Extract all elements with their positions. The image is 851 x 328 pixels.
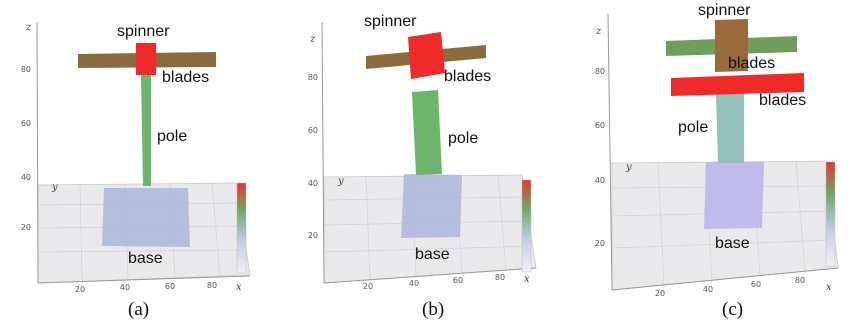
- z-axis: [321, 21, 325, 284]
- spinner: [408, 32, 445, 79]
- x-tick: 20: [363, 282, 373, 291]
- x-axis: [323, 267, 537, 284]
- label-blades-top: blades: [728, 55, 776, 72]
- panel-a: 20 40 60 80 20 40 60 80 z x y spinner bl…: [0, 0, 280, 328]
- caption-b: (b): [422, 299, 445, 320]
- z-axis-label: z: [25, 22, 32, 33]
- x-axis-label: x: [524, 274, 530, 285]
- z-axis: [607, 13, 613, 291]
- label-blades-bottom: blades: [759, 92, 807, 109]
- panel-c: 20 40 60 80 20 40 60 80 z x y spinner bl…: [570, 0, 851, 328]
- x-tick: 40: [409, 279, 419, 288]
- label-base: base: [715, 235, 750, 252]
- label-blades: blades: [162, 69, 210, 86]
- spinner: [136, 43, 156, 75]
- z-tick: 60: [308, 126, 318, 135]
- z-tick: 20: [595, 239, 605, 248]
- x-tick: 80: [495, 273, 505, 282]
- z-tick: 80: [308, 73, 318, 82]
- z-axis: [36, 21, 39, 284]
- y-axis-label: y: [51, 182, 58, 193]
- z-tick: 80: [21, 65, 31, 74]
- z-tick: 60: [595, 121, 605, 130]
- base-block: [102, 188, 190, 247]
- label-base: base: [415, 246, 450, 263]
- y-axis-label: y: [337, 176, 344, 187]
- caption-c: (c): [722, 299, 744, 320]
- label-blades: blades: [444, 68, 492, 85]
- x-tick: 60: [453, 276, 463, 285]
- x-axis-label: x: [826, 282, 832, 293]
- label-pole: pole: [678, 119, 709, 136]
- pole: [141, 74, 151, 186]
- x-axis: [37, 275, 251, 284]
- z-axis-label: z: [309, 34, 316, 45]
- x-tick: 80: [795, 276, 805, 285]
- label-pole: pole: [448, 130, 479, 147]
- y-axis-label: y: [625, 162, 632, 173]
- z-tick: 40: [595, 176, 605, 185]
- z-tick: 40: [21, 173, 31, 182]
- z-axis-label: z: [595, 26, 602, 37]
- panel-c-plot: 20 40 60 80 20 40 60 80 z x y: [595, 13, 839, 298]
- base-block: [704, 162, 764, 229]
- z-tick: 80: [595, 67, 605, 76]
- x-axis: [611, 267, 839, 291]
- label-spinner: spinner: [698, 2, 751, 19]
- z-tick: 60: [21, 119, 31, 128]
- panel-b: 20 40 60 80 20 40 60 80 z x y spinner bl…: [284, 0, 566, 328]
- label-spinner: spinner: [117, 23, 170, 40]
- color-bar: [825, 161, 836, 267]
- pole: [716, 93, 744, 163]
- z-tick: 20: [21, 223, 31, 232]
- z-tick: 20: [308, 231, 318, 240]
- x-tick: 60: [751, 280, 761, 289]
- color-bar: [521, 179, 532, 273]
- x-tick: 40: [120, 283, 130, 292]
- base-block: [401, 174, 462, 238]
- x-axis-label: x: [236, 282, 242, 293]
- x-tick: 20: [655, 289, 665, 298]
- x-tick: 20: [75, 285, 85, 294]
- z-tick: 40: [308, 179, 318, 188]
- label-pole: pole: [157, 128, 188, 145]
- pole: [412, 90, 442, 175]
- x-tick: 60: [165, 282, 175, 291]
- caption-a: (a): [128, 299, 150, 320]
- panel-b-plot: 20 40 60 80 20 40 60 80 z x y: [308, 21, 537, 291]
- label-spinner: spinner: [364, 13, 417, 30]
- x-tick: 40: [703, 285, 713, 294]
- label-base: base: [128, 250, 163, 267]
- x-tick: 80: [207, 281, 217, 290]
- spinner: [715, 19, 748, 72]
- panel-a-plot: 20 40 60 80 20 40 60 80 z x y: [21, 21, 251, 294]
- blades-lower: [671, 73, 804, 96]
- color-bar: [236, 182, 247, 274]
